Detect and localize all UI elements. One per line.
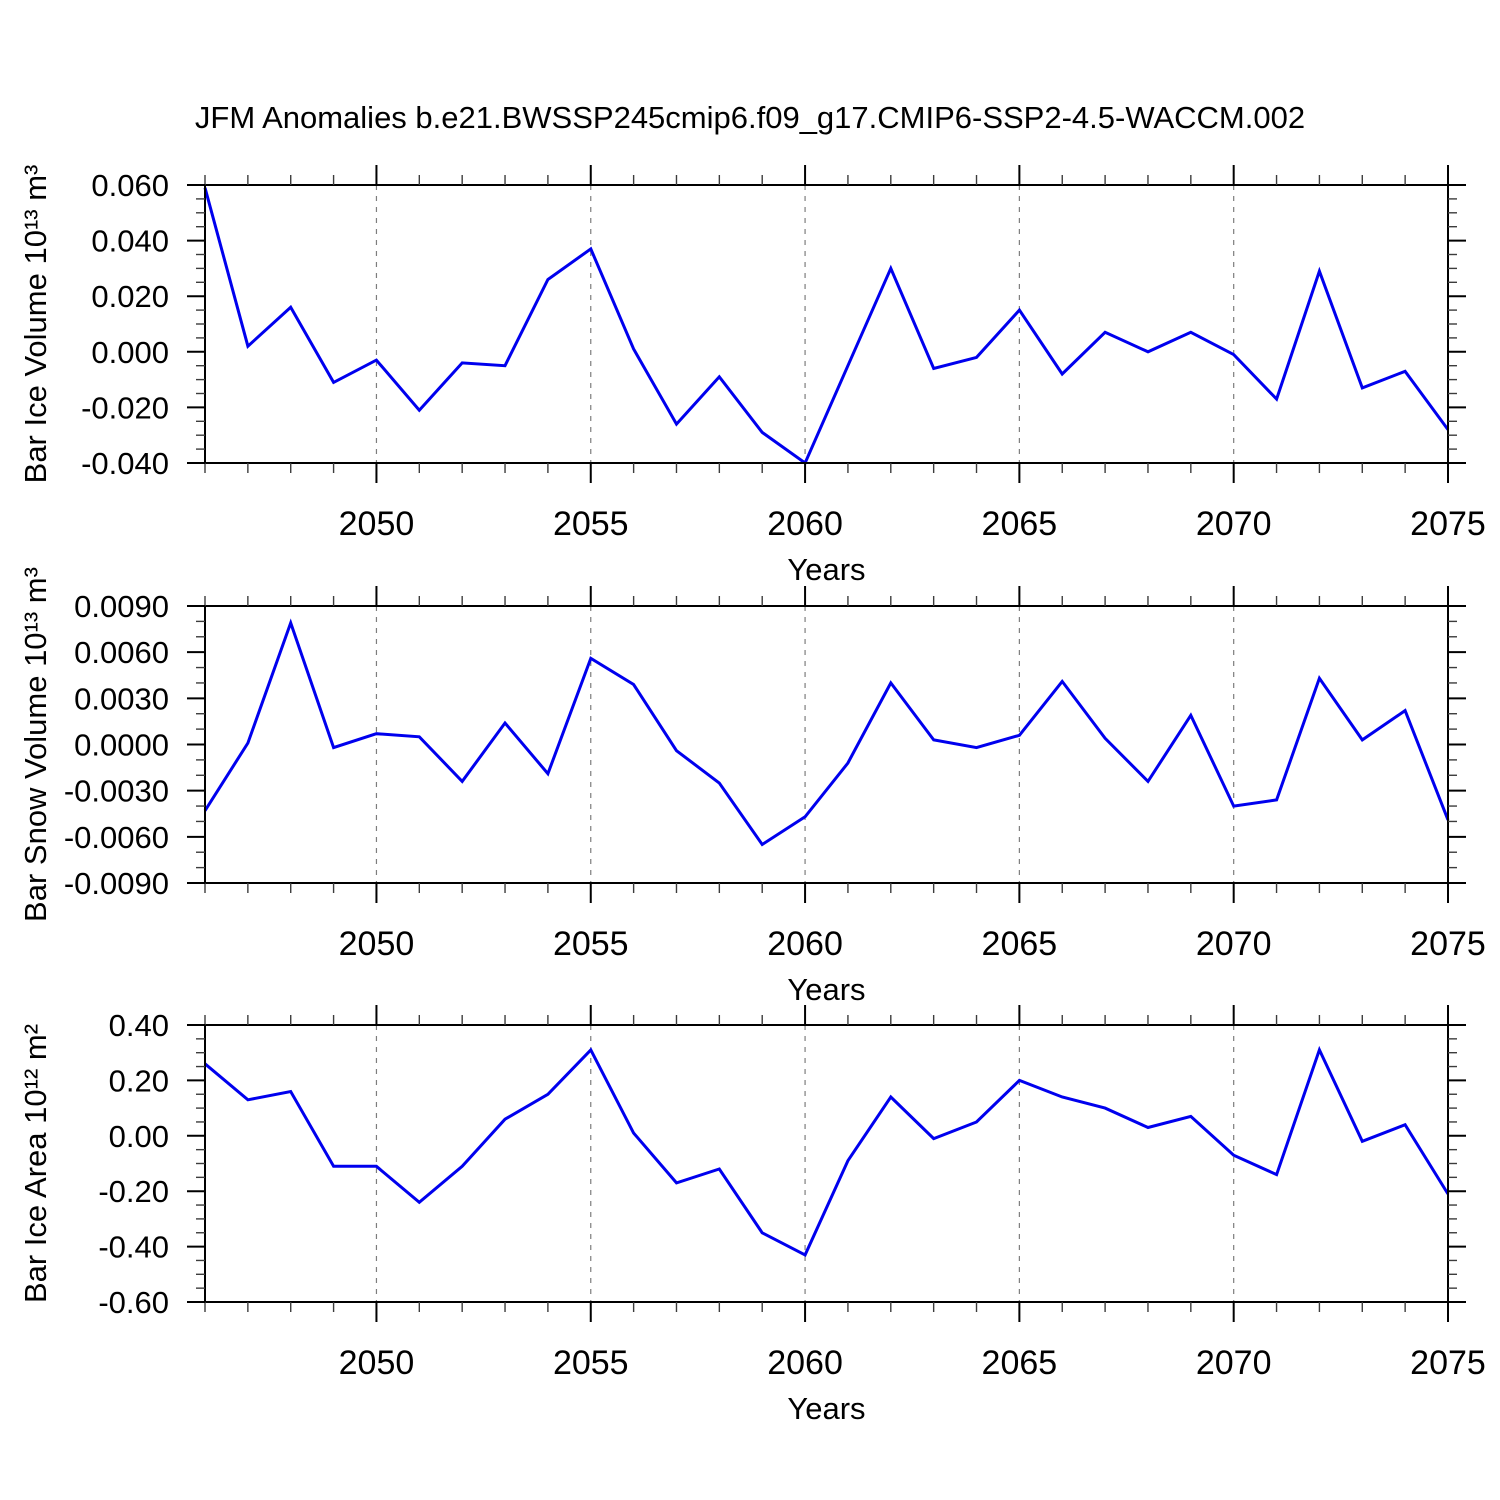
- x-tick-label: 2070: [1196, 1344, 1272, 1382]
- x-tick-label: 2060: [767, 925, 843, 963]
- y-tick-label: 0.00: [109, 1119, 169, 1154]
- x-tick-label: 2060: [767, 1344, 843, 1382]
- x-tick-label: 2050: [339, 1344, 415, 1382]
- panel-frame: [204, 1024, 1449, 1303]
- x-tick-label: 2075: [1410, 925, 1486, 963]
- y-tick-label: 0.20: [109, 1063, 169, 1098]
- x-tick-label: 2055: [553, 505, 629, 543]
- x-axis-title: Years: [787, 552, 865, 587]
- y-tick-label: 0.40: [109, 1008, 169, 1043]
- x-tick-label: 2065: [982, 925, 1058, 963]
- x-axis-title: Years: [787, 972, 865, 1007]
- data-line: [204, 1045, 1450, 1257]
- y-tick-label: 0.0060: [74, 635, 169, 670]
- y-axis-title: Bar Snow Volume 10¹³ m³: [18, 567, 53, 922]
- x-tick-label: 2055: [553, 925, 629, 963]
- y-tick-label: -0.0090: [64, 866, 169, 901]
- y-tick-label: -0.40: [98, 1230, 169, 1265]
- x-tick-label: 2050: [339, 505, 415, 543]
- x-tick-label: 2065: [982, 1344, 1058, 1382]
- y-tick-label: 0.0000: [74, 728, 169, 763]
- panel-frame: [204, 184, 1449, 464]
- y-tick-label: -0.020: [81, 390, 169, 425]
- y-tick-label: -0.040: [81, 446, 169, 481]
- figure-title: JFM Anomalies b.e21.BWSSP245cmip6.f09_g1…: [194, 100, 1306, 135]
- x-axis-title: Years: [787, 1391, 865, 1426]
- y-axis-title: Bar Ice Volume 10¹³ m³: [18, 165, 53, 484]
- y-tick-label: -0.60: [98, 1285, 169, 1320]
- x-tick-label: 2050: [339, 925, 415, 963]
- x-tick-label: 2060: [767, 505, 843, 543]
- y-tick-label: 0.020: [91, 279, 169, 314]
- y-tick-label: -0.20: [98, 1174, 169, 1209]
- panel-frame: [204, 605, 1449, 884]
- data-line: [203, 618, 1450, 847]
- y-tick-label: 0.060: [91, 168, 169, 203]
- y-tick-label: 0.000: [91, 335, 169, 370]
- y-tick-label: 0.0030: [74, 681, 169, 716]
- x-tick-label: 2070: [1196, 505, 1272, 543]
- y-tick-label: -0.0030: [64, 774, 169, 809]
- x-tick-label: 2055: [553, 1344, 629, 1382]
- x-tick-label: 2070: [1196, 925, 1272, 963]
- data-line: [203, 187, 1450, 466]
- y-tick-label: -0.0060: [64, 820, 169, 855]
- x-tick-label: 2075: [1410, 1344, 1486, 1382]
- y-tick-label: 0.0090: [74, 589, 169, 624]
- x-tick-label: 2065: [982, 505, 1058, 543]
- x-tick-label: 2075: [1410, 505, 1486, 543]
- y-tick-label: 0.040: [91, 224, 169, 259]
- y-axis-title: Bar Ice Area 10¹² m²: [18, 1024, 53, 1303]
